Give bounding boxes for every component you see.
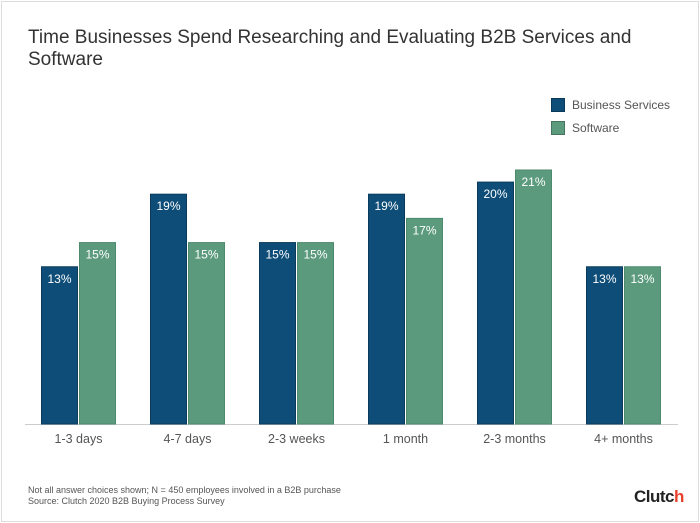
bar-business-services bbox=[586, 266, 623, 425]
x-tick-label: 1 month bbox=[383, 432, 428, 446]
data-label: 17% bbox=[412, 223, 436, 237]
data-label: 19% bbox=[156, 199, 180, 213]
bar-software bbox=[188, 242, 225, 425]
legend-label: Software bbox=[572, 120, 620, 135]
legend-label: Business Services bbox=[572, 97, 671, 112]
footnote-source: Source: Clutch 2020 B2B Buying Process S… bbox=[28, 496, 225, 506]
legend-swatch bbox=[551, 120, 565, 135]
legend-item-software: Software bbox=[551, 116, 670, 139]
bar-software bbox=[624, 266, 661, 425]
bar-business-services bbox=[150, 193, 187, 425]
clutch-logo: Clutch bbox=[634, 487, 684, 506]
bar-business-services bbox=[259, 242, 296, 425]
data-label: 19% bbox=[374, 199, 398, 213]
data-label: 15% bbox=[85, 248, 109, 262]
data-label: 15% bbox=[303, 248, 327, 262]
legend: Business Services Software bbox=[551, 93, 670, 139]
footnote: Not all answer choices shown; N = 450 em… bbox=[28, 485, 341, 507]
bar-software bbox=[406, 217, 443, 425]
legend-item-business-services: Business Services bbox=[551, 93, 670, 116]
legend-swatch bbox=[551, 97, 565, 112]
data-label: 21% bbox=[521, 175, 545, 189]
x-tick-label: 4-7 days bbox=[164, 432, 212, 446]
x-tick-label: 2-3 months bbox=[483, 432, 546, 446]
data-label: 13% bbox=[592, 272, 616, 286]
data-label: 20% bbox=[483, 187, 507, 201]
bar-software bbox=[515, 169, 552, 425]
footnote-note: Not all answer choices shown; N = 450 em… bbox=[28, 485, 341, 495]
x-tick-label: 1-3 days bbox=[55, 432, 103, 446]
data-label: 15% bbox=[265, 248, 289, 262]
chart-title: Time Businesses Spend Researching and Ev… bbox=[28, 27, 632, 70]
bar-software bbox=[297, 242, 334, 425]
x-tick-label: 2-3 weeks bbox=[268, 432, 325, 446]
data-label: 15% bbox=[194, 248, 218, 262]
bar-business-services bbox=[368, 193, 405, 425]
x-tick-label: 4+ months bbox=[594, 432, 653, 446]
bar-business-services bbox=[477, 181, 514, 425]
bar-software bbox=[79, 242, 116, 425]
data-label: 13% bbox=[47, 272, 71, 286]
data-label: 13% bbox=[630, 272, 654, 286]
bar-business-services bbox=[41, 266, 78, 425]
